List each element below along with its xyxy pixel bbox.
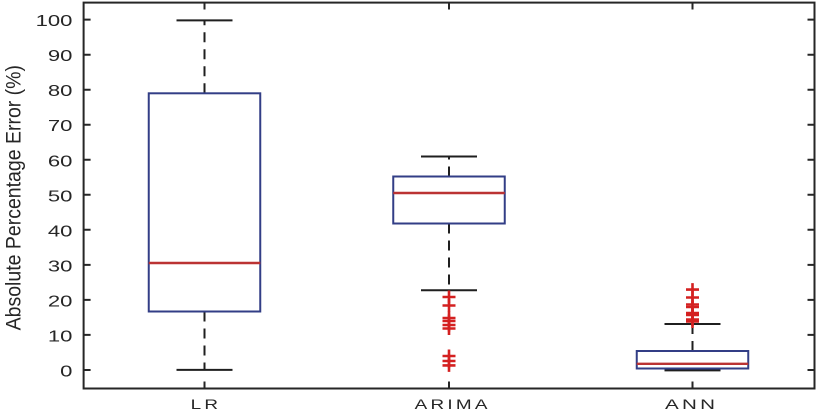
svg-text:90: 90 [48,48,73,65]
svg-text:60: 60 [48,153,73,170]
svg-text:70: 70 [48,118,73,135]
svg-text:30: 30 [48,258,73,275]
svg-text:10: 10 [48,328,73,345]
svg-text:100: 100 [36,13,73,30]
svg-text:Absolute Percentage Error (%): Absolute Percentage Error (%) [2,65,26,330]
svg-text:20: 20 [48,293,73,310]
svg-text:50: 50 [48,188,73,205]
svg-text:ANN: ANN [665,396,718,412]
svg-text:ARIMA: ARIMA [415,396,491,412]
svg-text:80: 80 [48,83,73,100]
svg-text:0: 0 [60,363,72,380]
svg-text:40: 40 [48,223,73,240]
svg-text:LR: LR [191,396,222,412]
